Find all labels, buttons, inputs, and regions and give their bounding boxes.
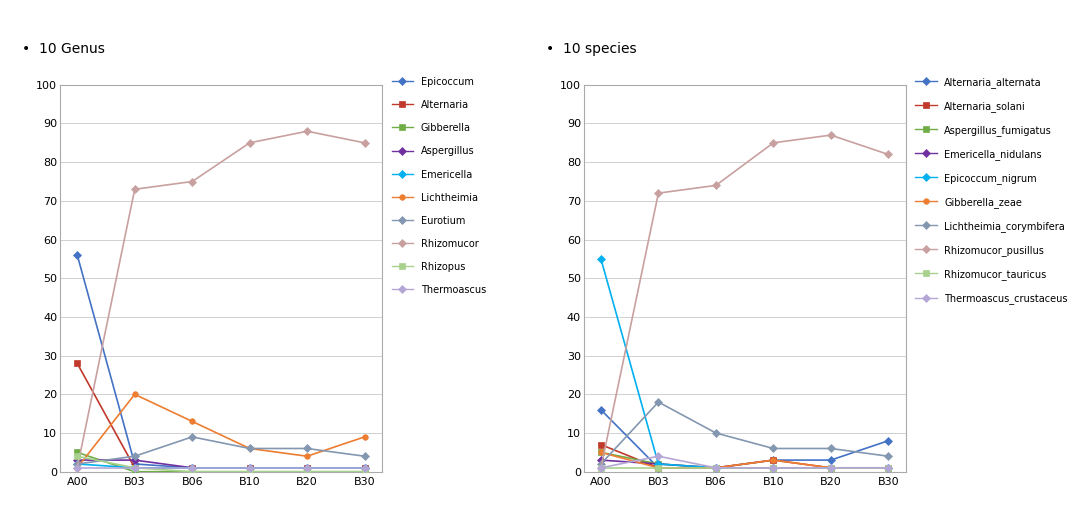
Legend: Alternaria_alternata, Alternaria_solani, Aspergillus_fumigatus, Emericella_nidul: Alternaria_alternata, Alternaria_solani,… xyxy=(915,77,1068,304)
Text: •  10 Genus: • 10 Genus xyxy=(22,42,105,56)
Legend: Epicoccum, Alternaria, Gibberella, Aspergillus, Emericella, Lichtheimia, Eurotiu: Epicoccum, Alternaria, Gibberella, Asper… xyxy=(392,77,485,295)
Text: •  10 species: • 10 species xyxy=(546,42,636,56)
